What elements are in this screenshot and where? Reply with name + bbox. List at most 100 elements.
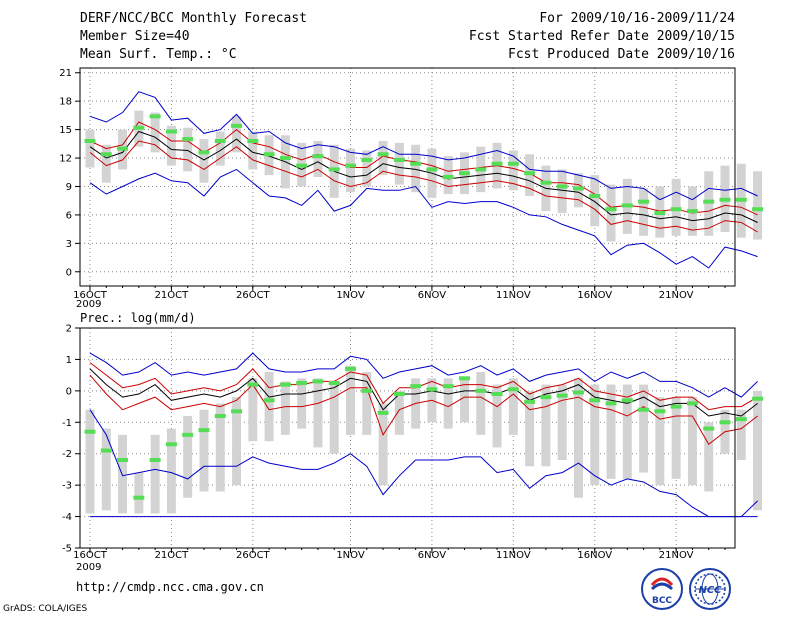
prec-xtick-label: 11NOV xyxy=(496,550,531,561)
prec-xtick-label: 21NOV xyxy=(659,550,694,561)
temp-median-marker xyxy=(686,209,698,214)
grads-credit: GrADS: COLA/IGES xyxy=(3,604,88,614)
prec-box xyxy=(736,409,746,460)
temp-xtick-label: 16NOV xyxy=(577,290,612,301)
prec-box xyxy=(313,378,323,448)
prec-box xyxy=(85,409,95,514)
prec-median-marker xyxy=(133,495,145,500)
ncc-logo-icon: NCC xyxy=(689,568,731,610)
temp-median-marker xyxy=(654,211,666,216)
temp-ytick-label: 3 xyxy=(66,239,72,250)
prec-median-marker xyxy=(426,387,438,392)
prec-box xyxy=(280,381,290,435)
prec-outer-upper-line xyxy=(89,352,758,398)
temp-box xyxy=(378,140,388,176)
prec-xtick-label: 26OCT xyxy=(236,550,271,561)
temp-median-marker xyxy=(361,157,373,162)
temp-box xyxy=(362,150,372,187)
prec-xtick-label: 6NOV xyxy=(418,550,447,561)
forecast-range: For 2009/10/16-2009/11/24 xyxy=(539,11,735,26)
prec-box xyxy=(639,384,649,473)
temp-median-marker xyxy=(279,156,291,161)
source-url[interactable]: http://cmdp.ncc.cma.gov.cn xyxy=(76,580,264,594)
temp-inner-lower-line xyxy=(89,140,758,233)
temp-median-marker xyxy=(589,193,601,198)
prec-ytick-label: 0 xyxy=(66,386,72,397)
temp-ytick-label: 9 xyxy=(66,182,72,193)
temp-xtick-label: 26OCT xyxy=(236,290,271,301)
prec-median-marker xyxy=(263,398,275,403)
prec-median-marker xyxy=(507,387,519,392)
header-right: For 2009/10/16-2009/11/24 Fcst Started R… xyxy=(469,10,735,64)
temp-median-marker xyxy=(117,146,129,151)
prec-box xyxy=(297,378,307,429)
prec-median-marker xyxy=(605,401,617,406)
prec-box xyxy=(346,365,355,435)
bcc-logo-text: BCC xyxy=(652,596,672,606)
prec-outer-lower-line xyxy=(89,409,758,518)
prec-box xyxy=(166,428,176,514)
temp-box xyxy=(606,184,616,242)
prec-box xyxy=(443,378,453,429)
prec-median-marker xyxy=(117,458,129,462)
prec-median-marker xyxy=(84,429,96,434)
prec-box xyxy=(687,397,697,486)
temp-median-marker xyxy=(442,175,454,179)
temp-median-marker xyxy=(670,207,682,212)
temp-median-marker xyxy=(621,203,633,208)
temp-median-marker xyxy=(100,152,112,157)
prec-median-marker xyxy=(638,407,650,412)
temp-median-marker xyxy=(491,161,503,166)
prec-median-marker xyxy=(312,379,324,384)
prec-inner-upper-line xyxy=(89,362,758,411)
prec-median-marker xyxy=(459,376,470,381)
temp-outer-upper-line xyxy=(89,91,758,201)
prec-median-marker xyxy=(410,384,422,389)
temp-box xyxy=(394,142,404,185)
prec-median-marker xyxy=(621,398,633,403)
prec-median-marker xyxy=(752,396,764,401)
temp-box xyxy=(753,171,763,240)
prec-box xyxy=(215,403,225,492)
temp-median-marker xyxy=(459,171,470,176)
prec-box xyxy=(362,372,372,435)
temp-median-marker xyxy=(524,171,536,176)
prec-median-marker xyxy=(475,388,487,393)
chart-title: DERF/NCC/BCC Monthly Forecast xyxy=(80,11,307,26)
temp-box xyxy=(590,175,600,227)
prec-median-marker xyxy=(670,404,682,409)
prec-box xyxy=(704,422,714,492)
prec-box xyxy=(248,378,258,442)
prec-box xyxy=(655,397,665,486)
prec-xtick-label: 16NOV xyxy=(577,550,612,561)
prec-box xyxy=(622,384,632,479)
temp-box xyxy=(248,131,258,170)
prec-box xyxy=(573,378,583,498)
prec-median-marker xyxy=(247,382,259,387)
prec-box xyxy=(476,372,486,435)
prec-median-marker xyxy=(231,409,243,414)
prec-box xyxy=(264,372,274,442)
temp-median-marker xyxy=(752,207,764,212)
temp-box xyxy=(150,112,160,153)
temp-median-marker xyxy=(247,138,259,143)
temp-median-marker xyxy=(605,207,617,212)
temp-box xyxy=(215,131,225,166)
prec-median-marker xyxy=(589,398,601,403)
temp-median-marker xyxy=(393,157,405,162)
prec-median-marker xyxy=(686,401,698,406)
prec-box xyxy=(378,403,388,486)
prec-median-marker xyxy=(572,390,584,395)
temp-box xyxy=(557,169,567,214)
temp-median-marker xyxy=(149,114,161,119)
temp-box xyxy=(183,127,193,172)
prec-box xyxy=(150,434,160,514)
prec-median-marker xyxy=(149,458,161,462)
prec-median-marker xyxy=(556,393,568,398)
prec-median-marker xyxy=(361,388,373,393)
temp-box xyxy=(313,140,323,177)
refer-date: Fcst Started Refer Date 2009/10/15 xyxy=(468,29,735,44)
prec-ytick-label: -3 xyxy=(62,481,72,492)
prec-box xyxy=(492,384,502,448)
prec-box xyxy=(508,378,518,435)
